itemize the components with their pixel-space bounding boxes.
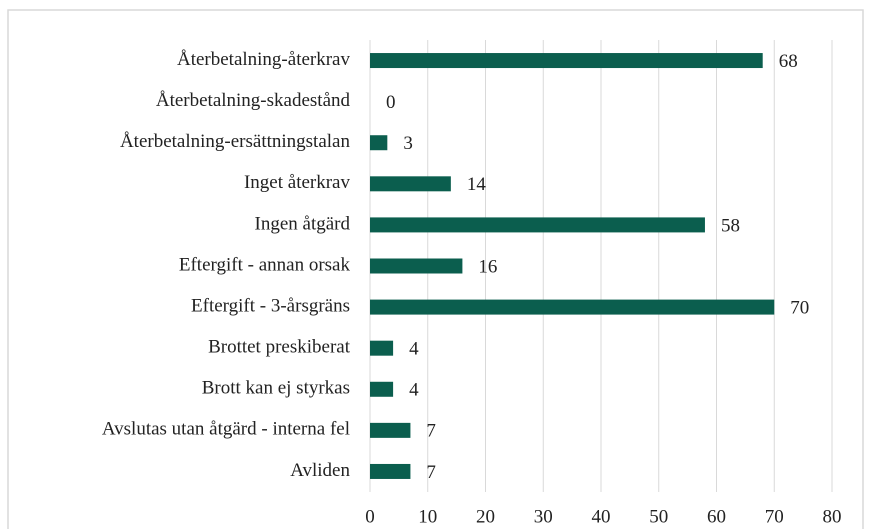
- bar: [370, 299, 775, 315]
- bar: [370, 463, 411, 479]
- x-tick-label: 10: [418, 506, 437, 527]
- data-label: 3: [403, 133, 413, 154]
- x-tick-label: 70: [765, 506, 784, 527]
- bar: [370, 176, 451, 192]
- x-tick-label: 0: [365, 506, 375, 527]
- y-tick-label: Brott kan ej styrkas: [202, 378, 350, 399]
- y-tick-label: Återbetalning-återkrav: [177, 49, 351, 70]
- bar: [370, 135, 388, 151]
- data-label: 70: [790, 297, 809, 318]
- y-tick-label: Avliden: [290, 460, 350, 481]
- bar: [370, 53, 763, 69]
- y-tick-label: Inget återkrav: [244, 172, 351, 193]
- data-label: 4: [409, 339, 419, 360]
- data-label: 68: [779, 51, 798, 72]
- y-tick-label: Återbetalning-skadestånd: [156, 90, 351, 111]
- y-tick-label: Eftergift - 3-årsgräns: [191, 295, 350, 316]
- data-label: 0: [386, 92, 396, 113]
- x-tick-label: 20: [476, 506, 495, 527]
- data-label: 16: [478, 256, 497, 277]
- bar: [370, 217, 705, 233]
- x-tick-label: 80: [823, 506, 842, 527]
- bar: [370, 422, 411, 438]
- data-label: 58: [721, 215, 740, 236]
- bar: [370, 258, 463, 274]
- data-label: 14: [467, 174, 487, 195]
- data-label: 7: [426, 421, 436, 442]
- data-label: 7: [426, 462, 436, 483]
- y-tick-label: Återbetalning-ersättningstalan: [120, 131, 351, 152]
- bar: [370, 340, 394, 356]
- y-tick-label: Eftergift - annan orsak: [179, 254, 351, 275]
- chart-frame: [7, 9, 864, 529]
- y-tick-label: Brottet preskiberat: [208, 337, 351, 358]
- x-tick-label: 60: [707, 506, 726, 527]
- x-tick-label: 50: [649, 506, 668, 527]
- bar: [370, 381, 394, 397]
- y-tick-label: Avslutas utan åtgärd - interna fel: [102, 419, 350, 440]
- data-label: 4: [409, 380, 419, 401]
- y-tick-label: Ingen åtgärd: [255, 213, 351, 234]
- x-tick-label: 30: [534, 506, 553, 527]
- x-tick-label: 40: [592, 506, 611, 527]
